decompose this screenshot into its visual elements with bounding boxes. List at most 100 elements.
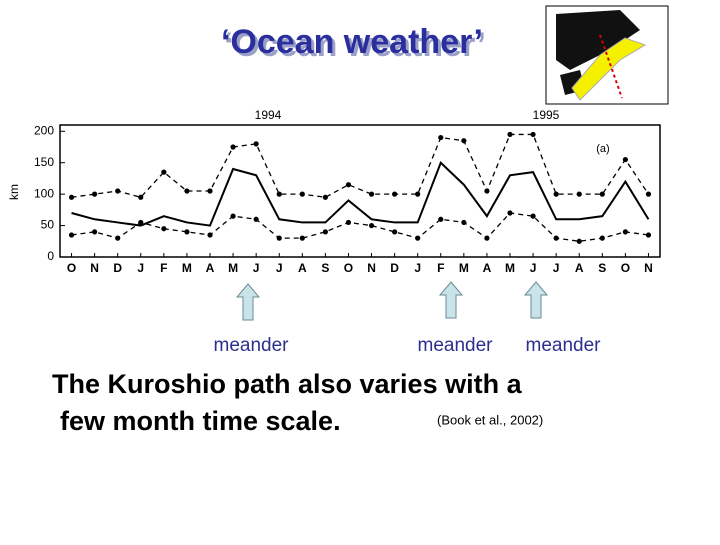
annotation: (a) <box>596 143 609 155</box>
body-text: The Kuroshio path also varies with a <box>52 369 523 399</box>
marker <box>553 235 559 241</box>
marker <box>484 188 490 194</box>
marker <box>622 156 628 163</box>
x-tick-label: J <box>530 261 537 275</box>
marker <box>368 222 375 229</box>
marker <box>645 191 652 197</box>
marker <box>161 169 167 175</box>
marker <box>253 141 259 147</box>
marker <box>299 235 305 241</box>
title: ‘Ocean weather’ <box>221 23 483 61</box>
x-tick-label: A <box>206 261 215 275</box>
marker <box>230 144 236 150</box>
line <box>71 212 649 242</box>
y-tick-label: 200 <box>34 123 54 137</box>
marker <box>207 188 213 194</box>
marker <box>92 191 98 197</box>
arrow-label: meander <box>418 335 494 356</box>
map-inset <box>545 5 669 105</box>
x-tick-label: N <box>90 261 99 275</box>
plot-frame <box>59 124 661 258</box>
marker <box>553 191 559 197</box>
line <box>71 133 650 199</box>
marker <box>299 191 305 197</box>
marker <box>599 191 605 197</box>
marker <box>345 182 352 188</box>
body-text: few month time scale. <box>60 406 341 436</box>
x-tick-label: M <box>459 261 469 275</box>
x-tick-label: A <box>575 261 584 275</box>
marker <box>68 194 75 200</box>
marker <box>345 219 352 226</box>
marker <box>530 131 536 138</box>
x-tick-label: M <box>505 261 515 275</box>
y-tick-label: 150 <box>34 155 54 169</box>
x-tick-label: O <box>621 261 630 275</box>
x-tick-label: F <box>160 261 167 275</box>
marker <box>599 235 605 241</box>
y-tick-label: 0 <box>47 249 54 263</box>
y-tick-label: 50 <box>41 218 55 232</box>
x-tick-label: N <box>644 261 653 275</box>
marker <box>461 219 467 226</box>
x-tick-label: J <box>276 261 283 275</box>
marker <box>92 229 98 235</box>
x-tick-label: M <box>182 261 192 275</box>
marker <box>622 229 628 235</box>
x-tick-label: J <box>253 261 260 275</box>
marker <box>415 191 421 197</box>
annotation: 1994 <box>255 108 282 122</box>
x-tick-label: J <box>553 261 560 275</box>
marker <box>161 226 167 232</box>
marker <box>115 235 121 241</box>
marker <box>253 216 259 222</box>
arrow-label: meander <box>526 335 602 356</box>
marker <box>438 134 444 141</box>
x-tick-label: N <box>367 261 376 275</box>
marker <box>461 138 467 144</box>
marker <box>576 238 582 244</box>
marker <box>530 213 536 219</box>
marker <box>230 213 236 219</box>
marker <box>276 191 282 197</box>
x-tick-label: F <box>437 261 444 275</box>
x-tick-label: O <box>344 261 353 275</box>
x-tick-label: D <box>390 261 399 275</box>
marker <box>645 232 652 238</box>
x-tick-label: M <box>228 261 238 275</box>
marker <box>392 191 398 197</box>
marker <box>184 229 190 235</box>
line <box>71 160 650 227</box>
marker <box>438 216 444 222</box>
marker <box>184 188 190 194</box>
x-tick-label: A <box>298 261 307 275</box>
marker <box>322 229 328 235</box>
marker <box>415 235 421 241</box>
marker <box>484 235 490 241</box>
x-tick-label: D <box>113 261 122 275</box>
marker <box>322 194 328 200</box>
arrows <box>235 281 549 321</box>
marker <box>576 191 582 197</box>
marker <box>392 229 398 235</box>
annotation: 1995 <box>533 108 560 122</box>
arrow-label: meander <box>214 335 290 356</box>
marker <box>507 131 513 138</box>
y-axis-label: km <box>7 184 21 200</box>
marker <box>115 188 121 194</box>
citation: (Book et al., 2002) <box>437 412 543 427</box>
x-tick-label: O <box>67 261 76 275</box>
y-tick-label: 100 <box>34 186 54 200</box>
marker <box>207 232 213 238</box>
marker <box>276 235 282 241</box>
marker <box>138 219 144 226</box>
x-tick-label: S <box>321 261 329 275</box>
marker <box>368 191 375 197</box>
x-tick-label: J <box>137 261 144 275</box>
marker <box>138 194 144 200</box>
marker <box>507 210 513 216</box>
x-tick-label: A <box>483 261 492 275</box>
x-tick-label: J <box>414 261 421 275</box>
